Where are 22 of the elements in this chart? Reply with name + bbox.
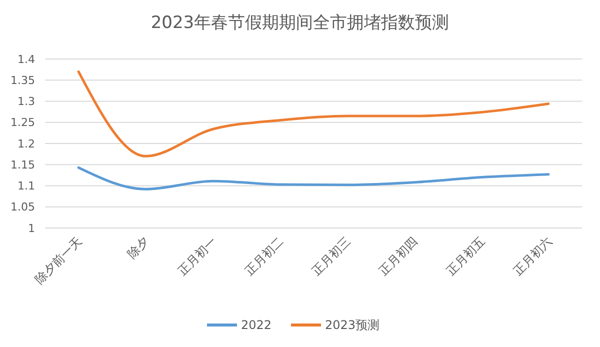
y-tick-label: 1.4 bbox=[18, 52, 35, 66]
legend-label: 2023预测 bbox=[325, 318, 380, 332]
x-tick-label: 正月初五 bbox=[444, 234, 488, 278]
x-tick-label: 正月初一 bbox=[175, 234, 219, 278]
y-tick-label: 1.25 bbox=[10, 116, 35, 130]
x-tick-label: 正月初四 bbox=[376, 234, 420, 278]
y-tick-label: 1.1 bbox=[18, 180, 35, 193]
x-tick-label: 正月初三 bbox=[309, 234, 354, 278]
y-tick-label: 1.35 bbox=[10, 74, 35, 87]
line-series bbox=[77, 166, 550, 190]
x-tick-label: 正月初六 bbox=[510, 234, 555, 278]
y-tick-label: 1.2 bbox=[18, 137, 35, 150]
y-tick-label: 1.3 bbox=[18, 95, 35, 108]
y-tick-label: 1 bbox=[28, 222, 35, 235]
x-tick-label: 除夕前一天 bbox=[32, 234, 85, 287]
x-tick-label: 除夕 bbox=[124, 234, 152, 262]
line-series bbox=[77, 70, 550, 158]
x-tick-label: 正月初二 bbox=[242, 234, 286, 278]
y-tick-label: 1.05 bbox=[10, 200, 35, 214]
y-tick-label: 1.15 bbox=[10, 158, 35, 172]
legend-label: 2022 bbox=[241, 318, 272, 332]
chart-title: 2023年春节假期期间全市拥堵指数预测 bbox=[150, 13, 450, 33]
